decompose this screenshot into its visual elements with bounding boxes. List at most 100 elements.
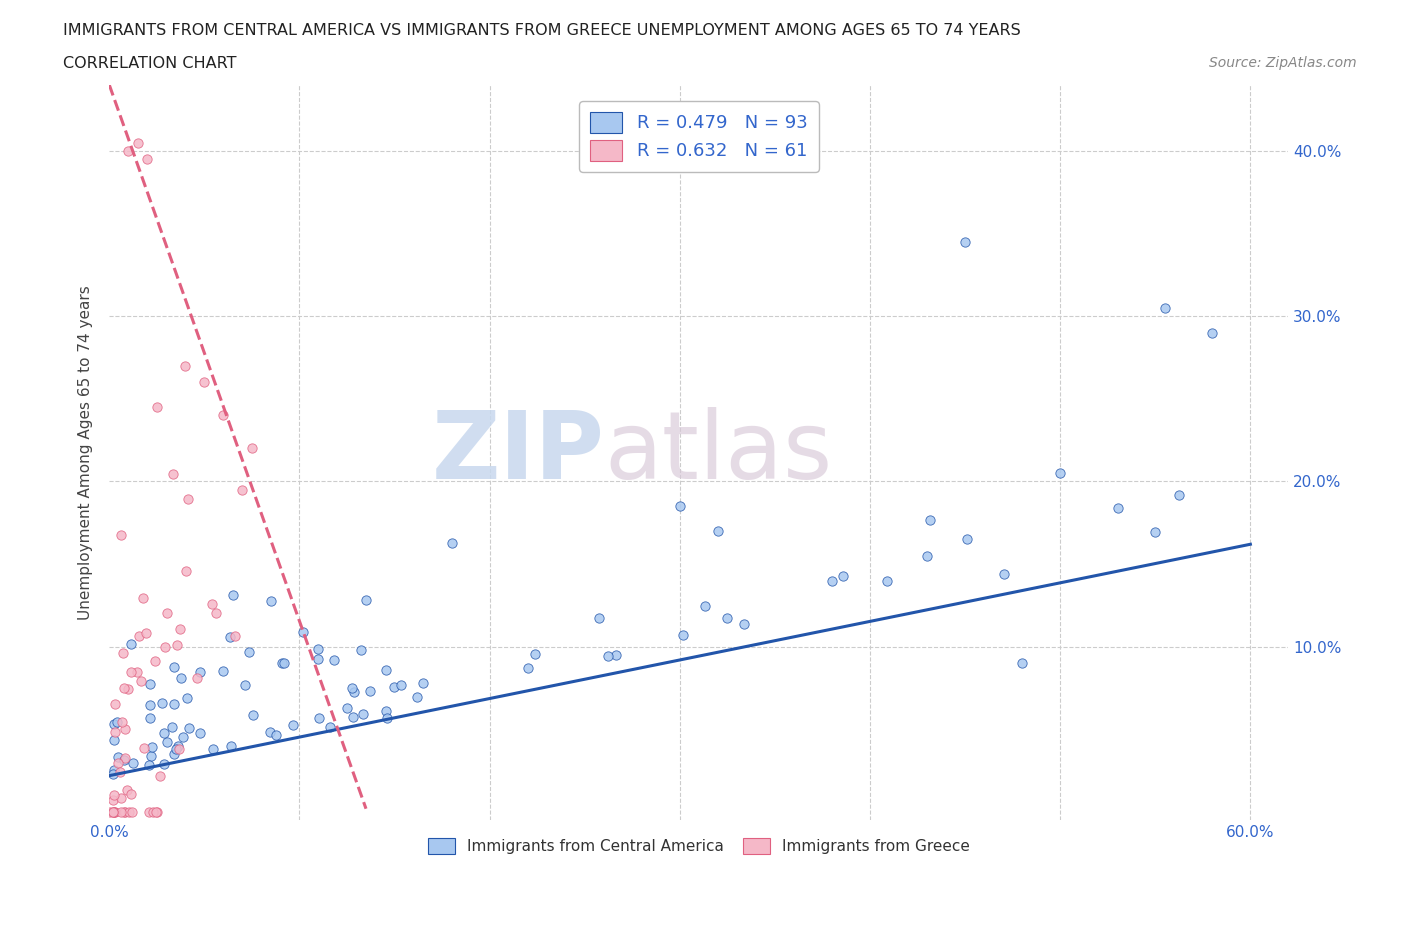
Point — [166, 637, 188, 652]
Point — [120, 637, 142, 652]
Point — [136, 152, 159, 166]
Point — [672, 628, 695, 643]
Point — [166, 738, 188, 753]
Point — [266, 728, 288, 743]
Point — [104, 724, 127, 739]
Point — [707, 524, 730, 538]
Point — [524, 646, 547, 661]
Point — [101, 766, 124, 781]
Point — [162, 467, 184, 482]
Point — [354, 592, 377, 607]
Point — [152, 725, 174, 740]
Point — [831, 568, 853, 583]
Point — [273, 656, 295, 671]
Text: atlas: atlas — [605, 406, 832, 498]
Point — [169, 742, 191, 757]
Point — [956, 531, 979, 546]
Point — [342, 710, 364, 724]
Point — [174, 564, 197, 578]
Point — [101, 804, 124, 819]
Point — [139, 677, 162, 692]
Legend: Immigrants from Central America, Immigrants from Greece: Immigrants from Central America, Immigra… — [422, 832, 976, 860]
Point — [156, 735, 179, 750]
Point — [103, 717, 125, 732]
Point — [118, 804, 141, 819]
Point — [238, 645, 260, 660]
Point — [114, 721, 136, 736]
Point — [112, 804, 135, 819]
Text: ZIP: ZIP — [432, 406, 605, 498]
Point — [141, 740, 163, 755]
Point — [120, 665, 142, 680]
Point — [375, 711, 398, 725]
Point — [107, 756, 129, 771]
Point — [188, 725, 211, 740]
Point — [138, 698, 160, 712]
Point — [145, 804, 167, 819]
Point — [138, 804, 160, 819]
Point — [107, 750, 129, 764]
Point — [412, 675, 434, 690]
Point — [318, 720, 340, 735]
Text: IMMIGRANTS FROM CENTRAL AMERICA VS IMMIGRANTS FROM GREECE UNEMPLOYMENT AMONG AGE: IMMIGRANTS FROM CENTRAL AMERICA VS IMMIG… — [63, 23, 1021, 38]
Point — [193, 375, 215, 390]
Point — [103, 733, 125, 748]
Point — [231, 483, 253, 498]
Point — [114, 751, 136, 765]
Point — [343, 684, 366, 699]
Point — [200, 597, 222, 612]
Point — [219, 630, 242, 644]
Point — [103, 804, 125, 819]
Point — [111, 715, 134, 730]
Point — [307, 652, 329, 667]
Point — [104, 804, 127, 819]
Point — [112, 681, 135, 696]
Point — [876, 574, 898, 589]
Point — [212, 408, 235, 423]
Point — [716, 611, 738, 626]
Point — [117, 682, 139, 697]
Point — [105, 715, 128, 730]
Point — [114, 804, 136, 819]
Point — [307, 642, 329, 657]
Point — [142, 804, 165, 819]
Point — [1153, 300, 1175, 315]
Point — [141, 749, 163, 764]
Point — [186, 671, 208, 685]
Point — [259, 593, 281, 608]
Point — [517, 660, 540, 675]
Point — [202, 741, 225, 756]
Point — [281, 717, 304, 732]
Point — [146, 400, 169, 415]
Point — [176, 691, 198, 706]
Point — [1011, 656, 1033, 671]
Point — [121, 804, 143, 819]
Point — [143, 654, 166, 669]
Point — [242, 708, 264, 723]
Point — [111, 645, 134, 660]
Point — [103, 804, 125, 819]
Point — [1107, 500, 1129, 515]
Point — [695, 598, 717, 613]
Point — [1201, 326, 1223, 340]
Point — [440, 535, 463, 550]
Point — [211, 663, 233, 678]
Point — [233, 677, 256, 692]
Point — [224, 629, 246, 644]
Point — [222, 588, 245, 603]
Point — [149, 768, 172, 783]
Text: CORRELATION CHART: CORRELATION CHART — [63, 56, 236, 71]
Point — [382, 679, 405, 694]
Point — [259, 724, 281, 739]
Point — [953, 234, 976, 249]
Point — [110, 527, 132, 542]
Point — [174, 358, 197, 373]
Point — [352, 706, 374, 721]
Point — [219, 738, 242, 753]
Point — [115, 782, 138, 797]
Point — [669, 498, 692, 513]
Point — [162, 719, 184, 734]
Point — [323, 652, 346, 667]
Point — [127, 135, 149, 150]
Point — [103, 763, 125, 777]
